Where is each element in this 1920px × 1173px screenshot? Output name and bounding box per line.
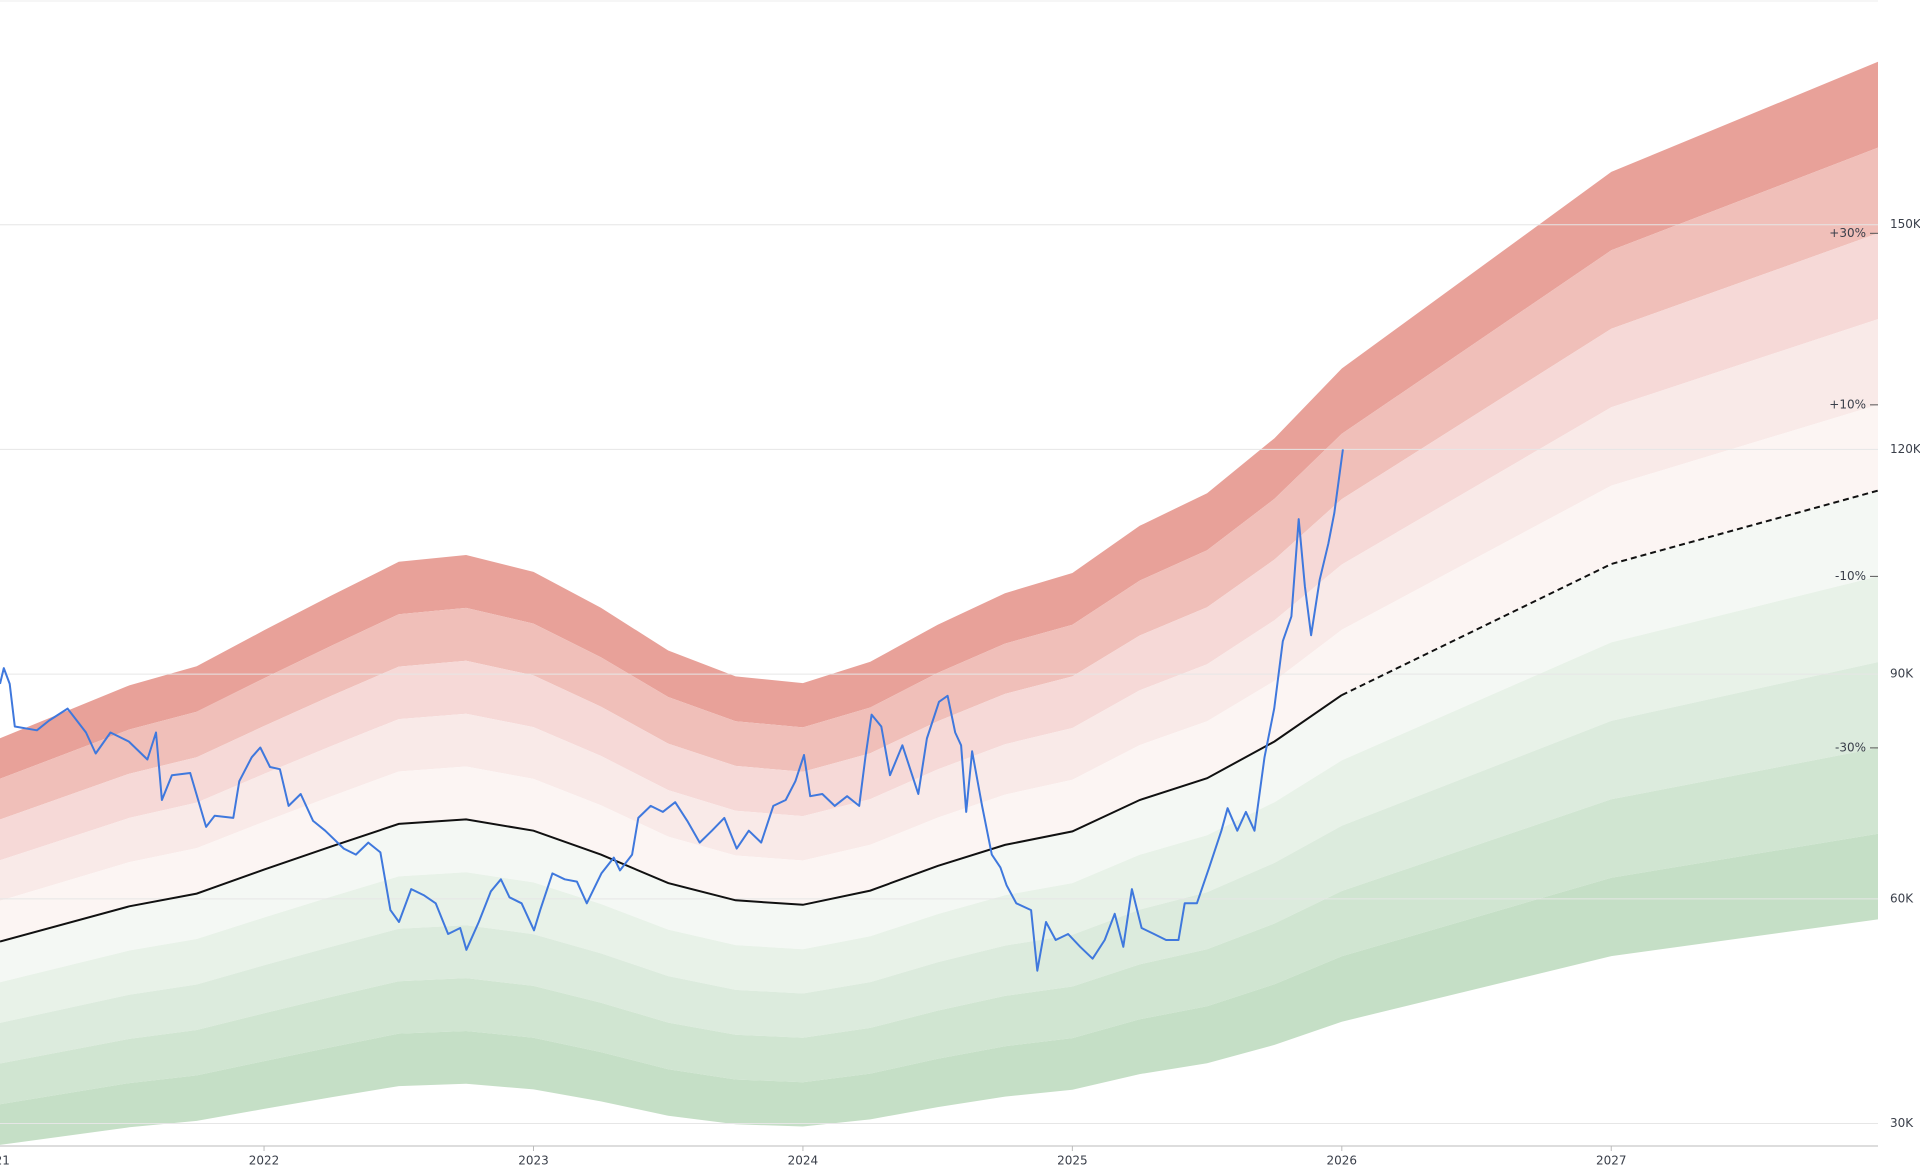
grid [0,224,1878,1125]
y-tick-label: 90K [1890,667,1914,681]
price-line [0,449,1344,972]
x-tick-label: 2022 [249,1154,280,1168]
band [0,233,1878,861]
band [0,747,1878,1105]
band [0,490,1878,983]
band [0,576,1878,1023]
y-tick-label: 30K [1890,1116,1914,1130]
band-label: +30% [1829,226,1866,240]
band-label: -10% [1835,569,1866,583]
x-tick-label: 2021 [0,1154,10,1168]
band [0,662,1878,1064]
x-tick-label: 2026 [1327,1154,1358,1168]
lines [0,449,1879,972]
trend-line [0,694,1343,943]
band [0,319,1878,901]
band-label: -30% [1835,740,1866,754]
x-tick-label: 2027 [1596,1154,1627,1168]
band [0,61,1878,779]
bands [0,61,1878,1145]
x-tick-label: 2025 [1057,1154,1088,1168]
axes: 30K 60K 90K 120K 150K +30% +10% -10% -30% 2021 202… [0,217,1920,1168]
band [0,833,1878,1145]
y-tick-label: 60K [1890,891,1914,905]
band [0,147,1878,820]
trend-projection-line [1341,489,1879,696]
y-tick-label: 120K [1890,442,1920,456]
y-tick-label: 150K [1890,217,1920,231]
band [0,404,1878,942]
band-label: +10% [1829,397,1866,411]
x-tick-label: 2024 [788,1154,819,1168]
x-tick-label: 2023 [518,1154,549,1168]
